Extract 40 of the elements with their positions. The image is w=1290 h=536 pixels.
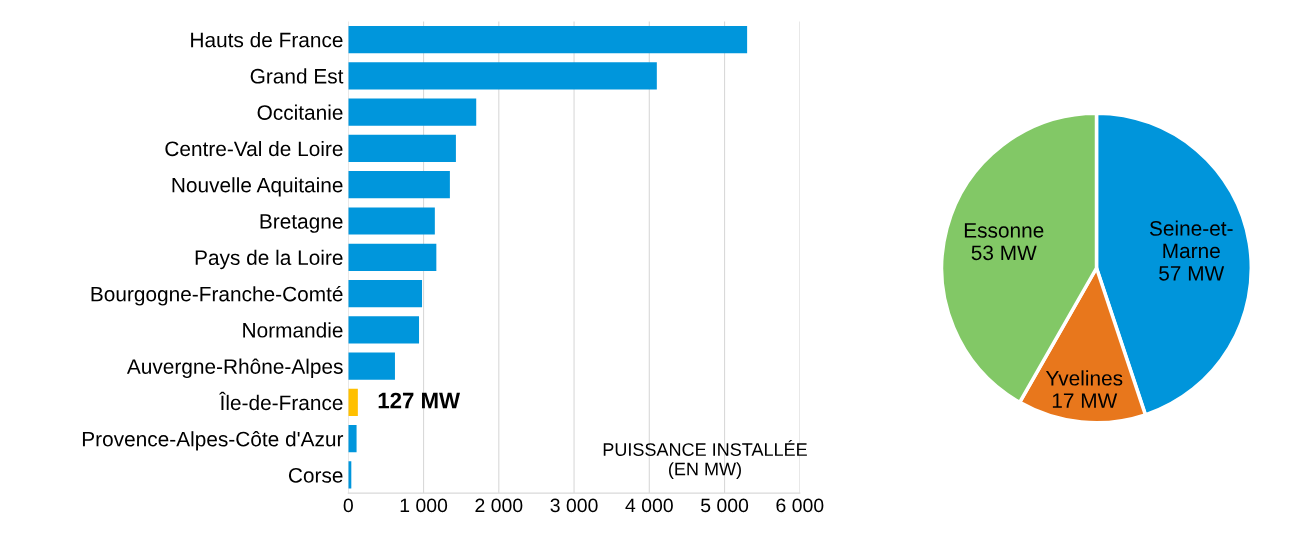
x-tick-label: 3 000 xyxy=(550,498,598,513)
y-tick-label: Auvergne-Rhône-Alpes xyxy=(126,358,343,379)
slice-label: Essonne xyxy=(964,223,1044,238)
y-tick-label: Grand Est xyxy=(250,68,344,84)
y-tick-label: Bourgogne-Franche-Comté xyxy=(91,285,343,306)
bar xyxy=(348,243,437,271)
y-tick-label: Pays de la Loire xyxy=(195,249,343,270)
y-tick-label: Nouvelle Aquitaine xyxy=(172,177,343,197)
bar xyxy=(348,98,477,126)
x-tick-label: 1 000 xyxy=(400,498,448,513)
bar xyxy=(348,352,395,380)
slice-label: Seine-et- Marne xyxy=(1149,220,1233,259)
data-label: 17 MW xyxy=(1052,393,1118,408)
bar xyxy=(348,425,357,453)
data-label: 57 MW xyxy=(1159,266,1225,281)
bar xyxy=(348,25,748,54)
slice-label: Yvelines xyxy=(1045,370,1123,386)
y-tick-label: Normandie xyxy=(243,322,343,338)
bar xyxy=(348,388,358,417)
bar xyxy=(348,171,450,199)
y-tick-label: Hauts de France xyxy=(191,32,343,48)
x-axis-title: PUISSANCE INSTALLÉE (EN MW) xyxy=(603,440,807,479)
data-label: 127 MW xyxy=(378,392,461,409)
y-tick-label: Provence-Alpes-Côte d'Azur xyxy=(82,431,344,451)
x-tick-label: 6 000 xyxy=(776,498,824,513)
y-tick-label: Occitanie xyxy=(257,104,343,120)
bar xyxy=(348,62,657,90)
bar xyxy=(348,134,456,163)
y-tick-label: Bretagne xyxy=(260,214,343,233)
x-tick-label: 4 000 xyxy=(625,498,673,513)
y-tick-label: Corse xyxy=(288,467,343,483)
y-tick-label: Île-de-France xyxy=(219,391,343,411)
x-tick-label: 2 000 xyxy=(475,498,523,513)
x-tick-label: 0 xyxy=(343,498,353,513)
y-tick-label: Centre-Val de Loire xyxy=(165,140,343,157)
bar xyxy=(348,316,420,344)
data-label: 53 MW xyxy=(971,245,1037,261)
x-tick-label: 5 000 xyxy=(701,498,749,513)
bar xyxy=(348,207,435,235)
bar xyxy=(348,279,423,308)
